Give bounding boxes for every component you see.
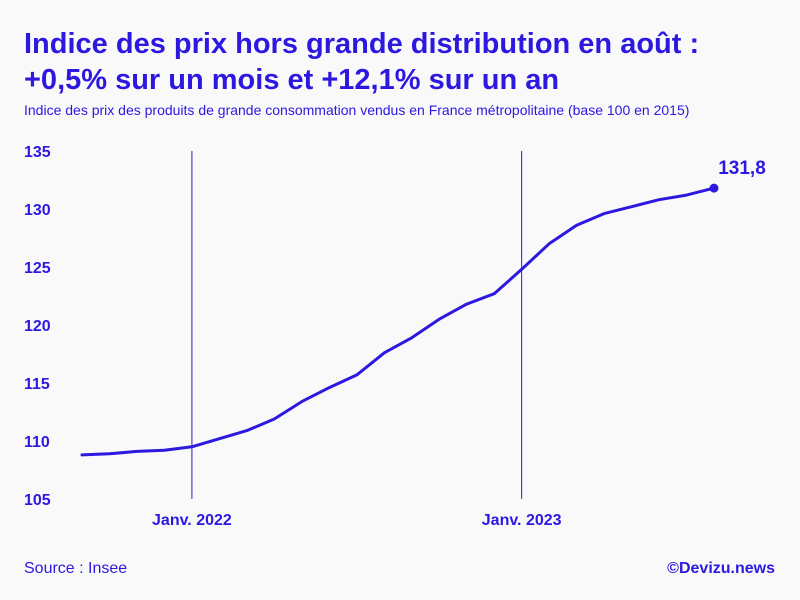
y-axis: 135 130 125 120 115 110 105 (24, 144, 51, 509)
y-tick-label: 110 (24, 434, 50, 451)
y-tick-label: 115 (24, 376, 50, 393)
end-point-marker (709, 183, 719, 193)
x-axis: Janv. 2022 Janv. 2023 (152, 512, 562, 529)
y-tick-label: 120 (24, 318, 51, 335)
y-tick-label: 105 (24, 492, 51, 509)
end-value-label: 131,8 (718, 158, 766, 179)
x-tick-label: Janv. 2023 (482, 512, 562, 529)
y-tick-label: 130 (24, 202, 51, 219)
credit-link[interactable]: ©Devizu.news (667, 560, 775, 577)
chart-subtitle: Indice des prix des produits de grande c… (24, 102, 690, 118)
series-line (80, 186, 716, 457)
source-note: Source : Insee (24, 560, 128, 577)
y-tick-label: 135 (24, 144, 51, 161)
y-tick-label: 125 (24, 260, 51, 277)
x-axis-gridlines (191, 151, 523, 499)
series-layer: 131,8 (80, 158, 766, 457)
chart-title-line-1: Indice des prix hors grande distribution… (24, 28, 700, 60)
chart-title-line-2: +0,5% sur un mois et +12,1% sur un an (24, 64, 560, 96)
x-tick-label: Janv. 2022 (152, 512, 232, 529)
chart-title: Indice des prix hors grande distribution… (24, 26, 784, 98)
